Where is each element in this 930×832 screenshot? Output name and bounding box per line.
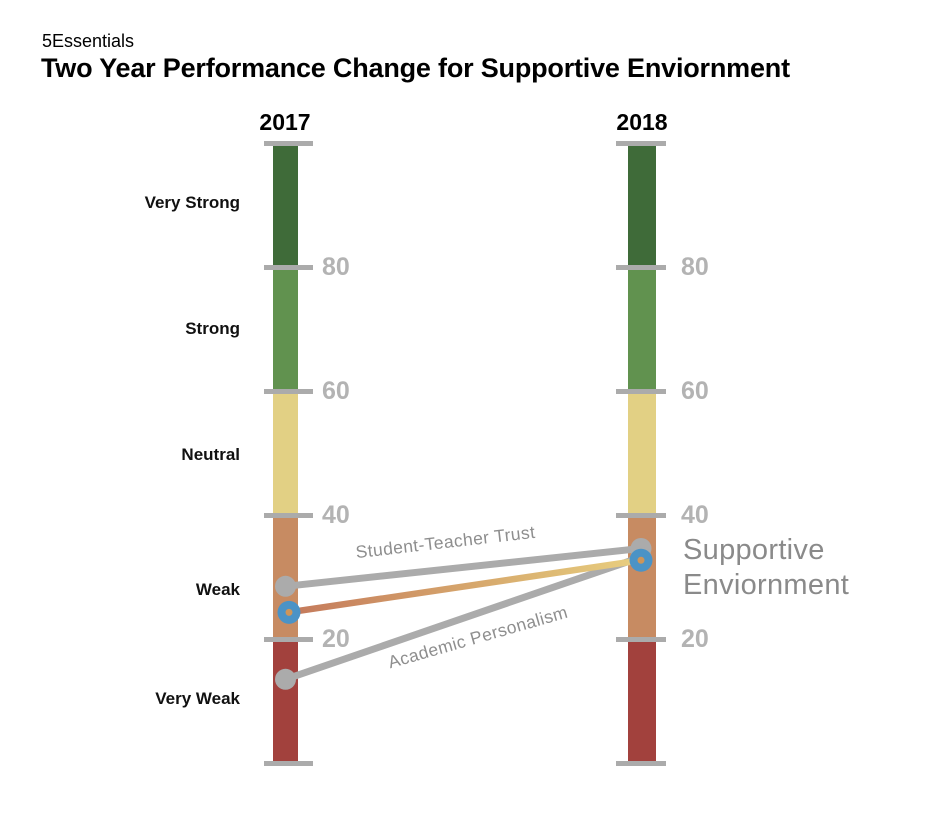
tick-2018-80 [616, 265, 666, 270]
axis-number-2018-20: 20 [681, 625, 709, 653]
band-segment-neutral [628, 391, 656, 515]
band-label-very-strong: Very Strong [144, 193, 240, 212]
band-segment-strong [628, 267, 656, 391]
series-label-supportive-enviornment: Supportive Enviornment [683, 534, 850, 601]
axis-number-2018-80: 80 [681, 253, 709, 281]
line-student-teacher-trust [285, 544, 642, 590]
scale-bar-2017 [273, 143, 298, 763]
tick-2018-0 [616, 761, 666, 766]
axis-number-2017-40: 40 [322, 501, 350, 529]
band-label-neutral: Neutral [181, 445, 240, 464]
dot-academic-personalism-2017 [275, 668, 296, 690]
tick-2018-60 [616, 389, 666, 394]
band-label-strong: Strong [185, 319, 240, 338]
tick-2017-60 [264, 389, 313, 394]
band-segment-strong [273, 267, 298, 391]
axis-number-2017-60: 60 [322, 377, 350, 405]
dot-student-teacher-trust-2017 [275, 575, 296, 597]
band-segment-neutral [273, 391, 298, 515]
year-label-2017: 2017 [259, 109, 311, 135]
tick-2018-100 [616, 141, 666, 146]
line-supportive-enviornment [288, 557, 642, 616]
tick-2017-80 [264, 265, 313, 270]
axis-number-2018-60: 60 [681, 377, 709, 405]
axis-number-2017-20: 20 [322, 625, 350, 653]
band-label-very-weak: Very Weak [155, 689, 240, 708]
line-academic-personalism [284, 553, 643, 683]
tick-2017-20 [264, 637, 313, 642]
year-label-2018: 2018 [616, 109, 668, 135]
tick-2017-0 [264, 761, 313, 766]
band-segment-weak [628, 515, 656, 639]
axis-number-2017-80: 80 [322, 253, 350, 281]
band-segment-very-strong [628, 143, 656, 267]
tick-2018-20 [616, 637, 666, 642]
band-segment-very-weak [273, 639, 298, 763]
tick-2017-40 [264, 513, 313, 518]
band-segment-very-strong [273, 143, 298, 267]
scale-bar-2018 [628, 143, 656, 763]
band-segment-very-weak [628, 639, 656, 763]
brand-label: 5Essentials [42, 31, 135, 51]
tick-2017-100 [264, 141, 313, 146]
page-title: Two Year Performance Change for Supporti… [41, 53, 790, 83]
dot-center-supportive-enviornment-2017 [285, 608, 293, 616]
tick-2018-40 [616, 513, 666, 518]
band-label-weak: Weak [195, 580, 240, 599]
axis-number-2018-40: 40 [681, 501, 709, 529]
dot-center-supportive-enviornment-2018 [637, 556, 645, 564]
